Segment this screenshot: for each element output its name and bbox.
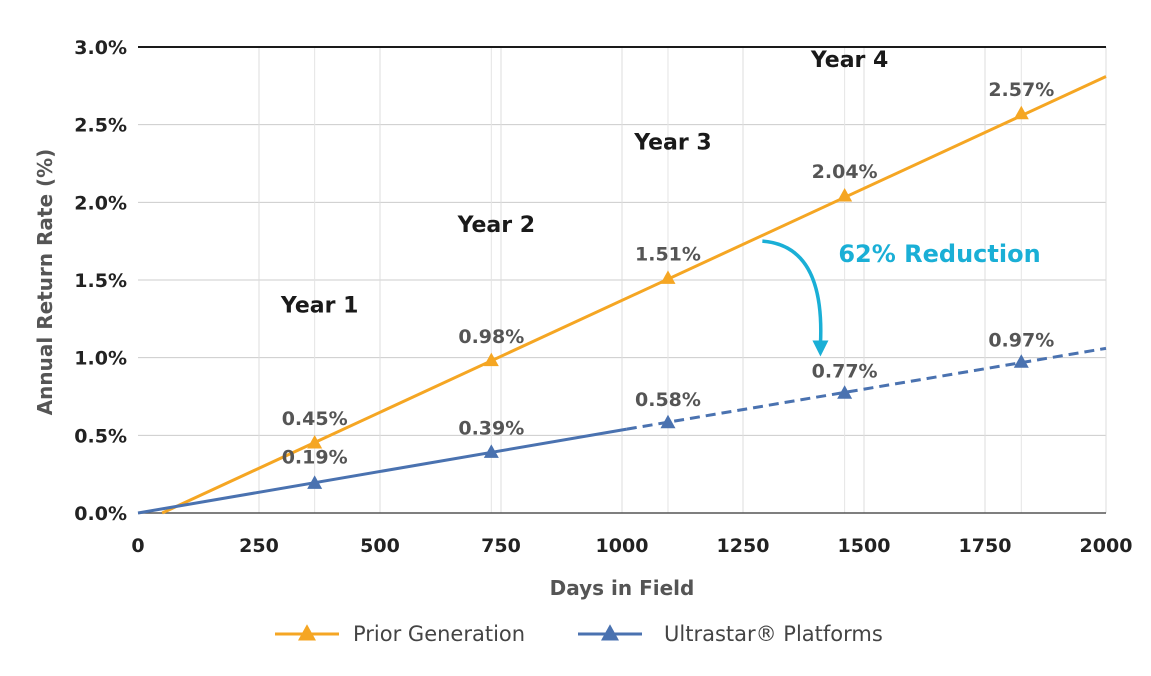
prior-generation-data-label: 1.51% [635,243,701,265]
prior-generation-marker [660,270,676,284]
grid-lines [138,47,1107,513]
ultrastar-line-dashed [626,346,1107,431]
legend-label: Prior Generation [353,622,525,646]
year-label: Year 1 [280,294,359,319]
data-labels: 0.45% 0.98% 1.51% 2.04% 2.57% 0.19% 0.39% 0.58%… [282,79,1055,469]
prior-generation-line [161,75,1107,515]
prior-generation-data-label: 2.57% [988,79,1054,101]
ultrastar-marker [837,385,853,399]
x-tick-label: 0 [131,535,144,557]
legend-prior-generation: Prior Generation [275,622,525,646]
x-tick-label: 1500 [838,535,891,557]
ultrastar-data-label: 0.39% [458,417,524,439]
y-axis-title: Annual Return Rate (%) [33,149,57,416]
x-tick-label: 1000 [596,535,649,557]
x-tick-label: 1250 [717,535,770,557]
x-tick-label: 750 [481,535,521,557]
ultrastar-data-label: 0.19% [282,446,348,468]
x-tick-label: 250 [239,535,279,557]
ultrastar-data-label: 0.58% [635,389,701,411]
y-tick-label: 0.5% [74,425,127,447]
x-tick-label: 500 [360,535,400,557]
x-axis-title: Days in Field [550,576,695,600]
x-tick-label: 1750 [959,535,1012,557]
y-tick-label: 2.5% [74,115,127,137]
prior-generation-data-label: 0.98% [458,326,524,348]
y-tick-label: 1.5% [74,270,127,292]
legend-label: Ultrastar® Platforms [664,622,883,646]
x-tick-label: 2000 [1080,535,1133,557]
reduction-annotation-text: 62% Reduction [838,240,1040,268]
prior-generation-marker [483,352,499,367]
prior-generation-marker [307,435,323,449]
ultrastar-marker [1013,354,1029,368]
y-tick-label: 0.0% [74,503,127,525]
ultrastar-marker [307,475,323,489]
year-label: Year 4 [810,48,889,73]
legend: Prior Generation Ultrastar® Platforms [275,622,883,646]
year-label: Year 2 [457,213,536,238]
ultrastar-marker [660,414,676,429]
ultrastar-data-label: 0.77% [812,360,878,382]
prior-generation-marker [837,188,853,202]
year-label: Year 3 [633,131,712,156]
y-axis-ticks: 0.0% 0.5% 1.0% 1.5% 2.0% 2.5% 3.0% [74,37,127,525]
ultrastar-line-solid [137,427,628,515]
ultrastar-data-label: 0.97% [988,329,1054,351]
y-tick-label: 2.0% [74,192,127,214]
y-tick-label: 3.0% [74,37,127,59]
legend-ultrastar: Ultrastar® Platforms [578,622,883,646]
prior-generation-marker [1013,105,1029,120]
series-lines [137,75,1107,515]
ultrastar-marker [483,444,499,458]
reduction-arrowhead [812,340,829,357]
reduction-arrow [762,239,823,345]
legend-marker [298,624,316,641]
prior-generation-data-label: 0.45% [282,408,348,430]
legend-marker [601,624,619,641]
prior-generation-data-label: 2.04% [812,161,878,183]
x-axis-ticks: 0 250 500 750 1000 1250 1500 1750 2000 [131,535,1132,557]
reduction-annotation: 62% Reduction [762,239,1041,357]
series-markers [307,105,1029,489]
y-tick-label: 1.0% [74,348,127,370]
